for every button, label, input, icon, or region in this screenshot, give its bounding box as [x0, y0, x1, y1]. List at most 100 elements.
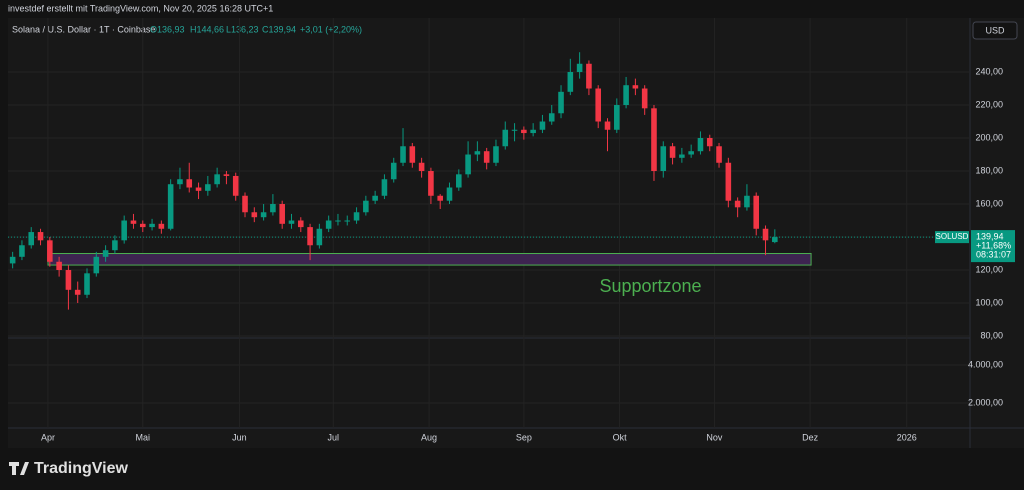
candle-body — [363, 200, 369, 213]
candle-body — [632, 85, 639, 89]
x-tick-label: Dez — [802, 432, 819, 442]
candle-body — [47, 240, 53, 262]
y-tick-label: 200,00 — [975, 132, 1003, 142]
x-tick-label: Jul — [328, 432, 340, 442]
candle-body — [186, 179, 193, 188]
candle-body — [270, 204, 276, 213]
price-tag-countdown: 08:31:07 — [976, 249, 1011, 259]
candle-body — [651, 108, 657, 172]
x-tick-label: 2026 — [897, 432, 917, 442]
y-tick-label: 180,00 — [975, 165, 1003, 175]
candle-body — [409, 146, 416, 163]
candle-body — [437, 195, 443, 201]
candle-body — [65, 270, 72, 290]
candle-body — [28, 232, 35, 246]
candle-body — [428, 171, 434, 196]
candle-body — [214, 174, 220, 185]
candle-body — [74, 289, 81, 295]
candle-body — [502, 129, 509, 147]
candle-body — [93, 256, 100, 274]
candle-body — [493, 146, 499, 163]
candle-body — [84, 273, 90, 295]
candle-body — [381, 179, 388, 196]
candle-body — [102, 250, 109, 257]
symbol-tag-text: SOLUSD — [936, 232, 969, 241]
candle-body — [418, 162, 425, 172]
candle-body — [772, 237, 778, 243]
candle-body — [716, 146, 722, 163]
change: +3,01 (+2,20%) — [300, 24, 362, 34]
candle-body — [586, 63, 592, 89]
candle-body — [734, 200, 741, 208]
candle-body — [660, 146, 667, 172]
y-tick-label: 220,00 — [975, 99, 1003, 109]
candle-body — [641, 88, 648, 109]
candle-body — [232, 175, 239, 196]
candle-body — [205, 184, 211, 191]
support-zone-label: Supportzone — [599, 276, 701, 296]
candle-body — [130, 220, 137, 224]
candle-body — [539, 121, 546, 130]
candle-body — [390, 162, 397, 180]
candle-body — [223, 174, 230, 176]
logo-icon — [9, 462, 29, 475]
candle-body — [456, 174, 462, 188]
candle-body — [697, 138, 704, 152]
candle-body — [307, 227, 313, 246]
candle-body — [604, 121, 611, 130]
candle-body — [521, 129, 527, 134]
candle-body — [121, 220, 127, 241]
y-tick-label: 80,00 — [980, 330, 1003, 340]
candle-body — [288, 220, 295, 224]
candle-body — [139, 223, 146, 228]
candle-body — [753, 195, 760, 229]
candle-body — [9, 256, 16, 264]
currency[interactable]: USD — [985, 25, 1005, 35]
candle-body — [37, 232, 44, 241]
candle-body — [576, 63, 583, 73]
symbol: Solana / U.S. Dollar · 1T · Coinbase — [12, 24, 155, 34]
candle-body — [548, 113, 555, 122]
candle-body — [483, 151, 490, 163]
candle-body — [400, 146, 406, 163]
x-tick-label: Okt — [613, 432, 628, 442]
candle-body — [19, 245, 25, 257]
x-tick-label: Aug — [421, 432, 437, 442]
x-tick-label: Jun — [232, 432, 247, 442]
x-tick-label: Apr — [41, 432, 55, 442]
chart-area — [8, 18, 1024, 448]
candle-body — [316, 228, 323, 246]
y-tick-label: 160,00 — [975, 198, 1003, 208]
price-tag-change: +11,68% — [976, 240, 1011, 250]
x-tick-label: Sep — [516, 432, 532, 442]
candle-body — [762, 228, 769, 241]
candle-body — [465, 154, 471, 175]
candle-body — [558, 91, 564, 114]
candle-body — [725, 162, 732, 201]
y-tick-label: 100,00 — [975, 297, 1003, 307]
candle-body — [242, 195, 248, 213]
candle-body — [56, 261, 62, 271]
y-tick-label: 120,00 — [975, 264, 1003, 274]
candle-body — [669, 146, 676, 158]
candle-body — [112, 240, 118, 251]
currency-button[interactable] — [972, 21, 1018, 40]
candle-body — [167, 184, 174, 229]
candle-body — [623, 85, 629, 106]
candle-body — [567, 72, 574, 92]
ohlc-close: C139,94 — [262, 24, 296, 34]
candle-body — [353, 212, 360, 221]
candle-body — [195, 187, 202, 191]
price-tag — [971, 230, 1015, 263]
logo: TradingView — [34, 460, 129, 477]
candle-body — [595, 88, 602, 122]
candle-body — [688, 151, 694, 155]
ohlc-open: O136,93 — [150, 24, 185, 34]
y-tick-label: 2.000,00 — [968, 397, 1003, 407]
symbol-tag — [935, 231, 969, 244]
candle-body — [744, 195, 750, 208]
candle-body — [325, 220, 332, 229]
candle-body — [279, 204, 285, 224]
